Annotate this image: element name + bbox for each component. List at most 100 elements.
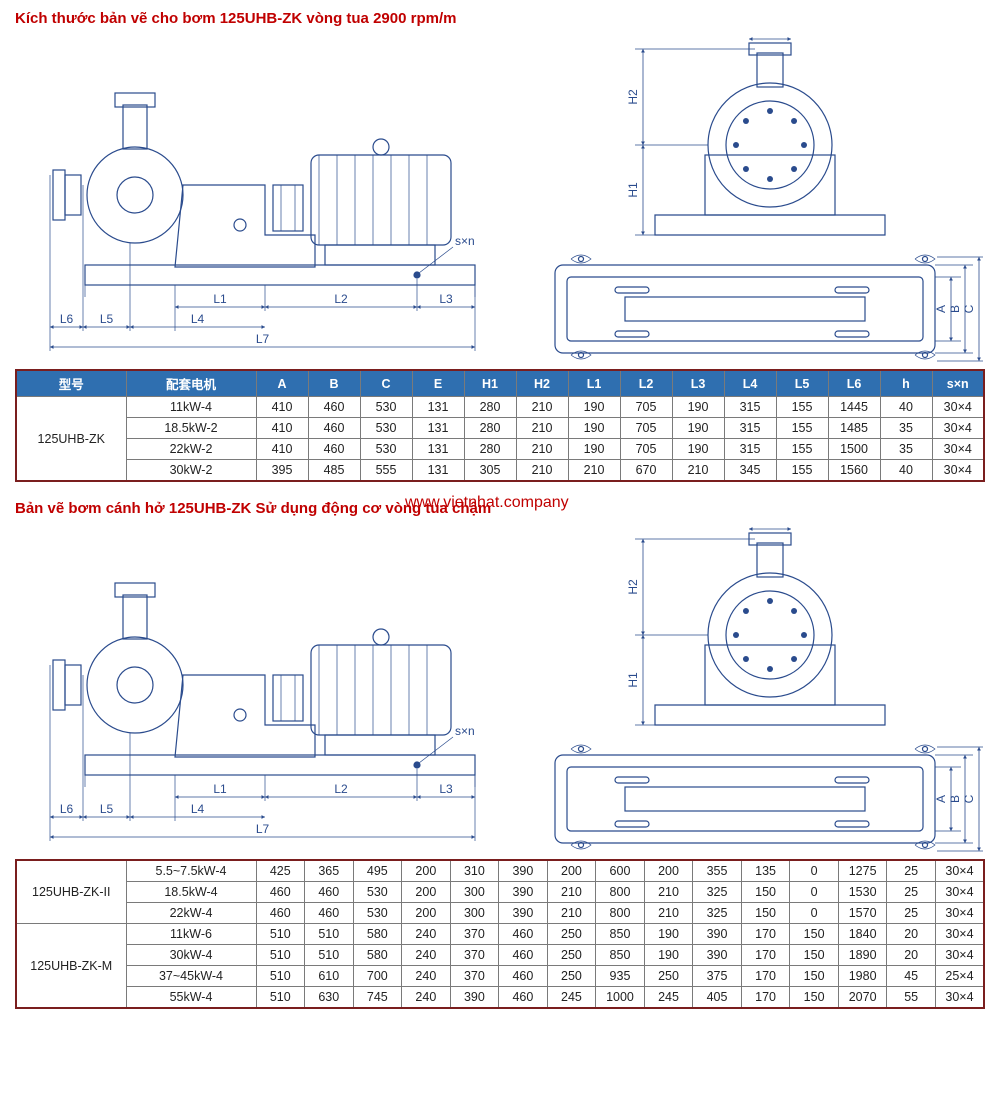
svg-text:L6: L6 [60,802,74,816]
data-cell: 280 [464,397,516,418]
data-cell: 25 [887,860,936,882]
col-header: H1 [464,370,516,397]
data-cell: 190 [672,439,724,460]
data-cell: 245 [644,987,693,1009]
svg-text:L2: L2 [334,782,348,796]
svg-text:B: B [948,795,962,803]
data-cell: 1840 [838,924,887,945]
data-cell: 510 [256,924,305,945]
data-cell: 390 [693,924,742,945]
data-cell: 190 [644,924,693,945]
data-cell: 30×4 [935,882,984,903]
svg-text:A: A [934,305,948,313]
data-cell: 37~45kW-4 [126,966,256,987]
svg-text:L7: L7 [256,332,270,346]
data-cell: 1570 [838,903,887,924]
data-cell: 240 [402,945,451,966]
table-row: 30kW-23954855551313052102106702103451551… [16,460,984,482]
data-cell: 510 [256,987,305,1009]
data-cell: 460 [308,439,360,460]
col-header: L1 [568,370,620,397]
data-cell: 375 [693,966,742,987]
data-cell: 30×4 [935,987,984,1009]
table-row: 22kW-44604605302003003902108002103251500… [16,903,984,924]
data-cell: 30×4 [932,418,984,439]
data-cell: 30×4 [932,397,984,418]
data-cell: 580 [353,924,402,945]
data-cell: 700 [353,966,402,987]
data-cell: 555 [360,460,412,482]
data-cell: 200 [402,882,451,903]
svg-text:L1: L1 [213,782,227,796]
data-cell: 155 [776,397,828,418]
data-cell: 325 [693,903,742,924]
data-cell: 240 [402,924,451,945]
data-cell: 355 [693,860,742,882]
col-header: L5 [776,370,828,397]
data-cell: 200 [644,860,693,882]
svg-text:L2: L2 [334,292,348,306]
data-cell: 705 [620,439,672,460]
svg-text:E: E [766,35,774,38]
data-cell: 510 [305,945,354,966]
spec-table-2: 125UHB-ZK-II5.5~7.5kW-442536549520031039… [15,859,985,1009]
svg-text:L3: L3 [439,782,453,796]
svg-text:s×n: s×n [455,724,475,738]
data-cell: 610 [305,966,354,987]
model-cell: 125UHB-ZK-II [16,860,126,924]
svg-text:A: A [934,795,948,803]
data-cell: 35 [880,439,932,460]
data-cell: 55 [887,987,936,1009]
col-header: h [880,370,932,397]
data-cell: 315 [724,397,776,418]
data-cell: 0 [790,882,839,903]
svg-text:L4: L4 [191,312,205,326]
data-cell: 1275 [838,860,887,882]
data-cell: 190 [672,397,724,418]
data-cell: 245 [547,987,596,1009]
data-cell: 131 [412,418,464,439]
data-cell: 170 [741,987,790,1009]
data-cell: 250 [547,945,596,966]
data-cell: 5.5~7.5kW-4 [126,860,256,882]
data-cell: 460 [256,882,305,903]
col-header: s×n [932,370,984,397]
data-cell: 170 [741,966,790,987]
svg-text:E: E [766,525,774,528]
data-cell: 390 [693,945,742,966]
data-cell: 190 [672,418,724,439]
data-cell: 1485 [828,418,880,439]
svg-text:H1: H1 [626,672,640,688]
svg-text:C: C [962,794,976,803]
data-cell: 210 [672,460,724,482]
table-row: 125UHB-ZK11kW-44104605301312802101907051… [16,397,984,418]
data-cell: 30×4 [932,439,984,460]
data-cell: 40 [880,397,932,418]
svg-text:B: B [948,305,962,313]
data-cell: 0 [790,860,839,882]
data-cell: 745 [353,987,402,1009]
svg-text:L3: L3 [439,292,453,306]
svg-text:H2: H2 [626,89,640,105]
data-cell: 18.5kW-4 [126,882,256,903]
data-cell: 250 [547,966,596,987]
section1-title: Kích thước bản vẽ cho bơm 125UHB-ZK vòng… [15,10,985,27]
data-cell: 280 [464,439,516,460]
data-cell: 460 [256,903,305,924]
data-cell: 45 [887,966,936,987]
section2-diagram: s×nL1L2L3L4L5L6L7EH1H2ABC [15,525,985,855]
table-row: 125UHB-ZK-II5.5~7.5kW-442536549520031039… [16,860,984,882]
data-cell: 190 [568,439,620,460]
data-cell: 365 [305,860,354,882]
section1-diagram: s×nL1L2L3L4L5L6L7EH1H2ABC [15,35,985,365]
data-cell: 530 [353,903,402,924]
data-cell: 210 [547,903,596,924]
table-row: 18.5kW-446046053020030039021080021032515… [16,882,984,903]
data-cell: 850 [596,924,645,945]
data-cell: 11kW-4 [126,397,256,418]
svg-text:C: C [962,304,976,313]
data-cell: 200 [402,860,451,882]
data-cell: 935 [596,966,645,987]
col-header: L2 [620,370,672,397]
data-cell: 35 [880,418,932,439]
